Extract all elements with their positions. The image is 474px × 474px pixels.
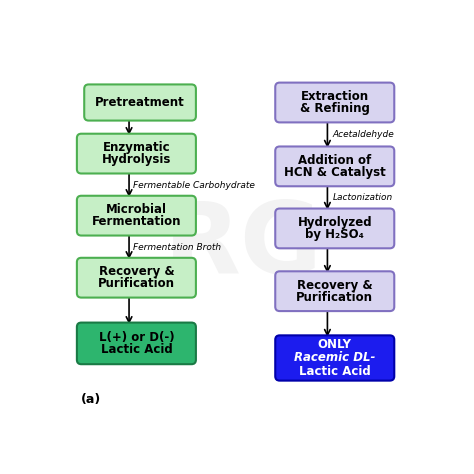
Text: Pretreatment: Pretreatment xyxy=(95,96,185,109)
Text: Fermentable Carbohydrate: Fermentable Carbohydrate xyxy=(133,181,255,190)
Text: RG: RG xyxy=(164,198,322,295)
Text: Extraction: Extraction xyxy=(301,90,369,103)
Text: Recovery &: Recovery & xyxy=(297,279,373,292)
Text: Recovery &: Recovery & xyxy=(99,265,174,278)
Text: Fermentation: Fermentation xyxy=(91,215,181,228)
Text: Hydrolyzed: Hydrolyzed xyxy=(298,216,372,229)
FancyBboxPatch shape xyxy=(275,209,394,248)
Text: Addition of: Addition of xyxy=(298,154,372,167)
Text: Fermentation Broth: Fermentation Broth xyxy=(133,243,221,252)
FancyBboxPatch shape xyxy=(77,323,196,364)
Text: Lactonization: Lactonization xyxy=(333,193,393,202)
Text: Lactic Acid: Lactic Acid xyxy=(100,343,172,356)
Text: L(+) or D(-): L(+) or D(-) xyxy=(99,331,174,344)
FancyBboxPatch shape xyxy=(275,82,394,122)
Text: (a): (a) xyxy=(82,393,101,407)
FancyBboxPatch shape xyxy=(77,134,196,173)
FancyBboxPatch shape xyxy=(84,84,196,120)
FancyBboxPatch shape xyxy=(275,271,394,311)
Text: Hydrolysis: Hydrolysis xyxy=(102,153,171,166)
Text: ONLY: ONLY xyxy=(318,337,352,351)
Text: HCN & Catalyst: HCN & Catalyst xyxy=(284,166,386,179)
Text: Purification: Purification xyxy=(296,291,373,303)
Text: Racemic DL-: Racemic DL- xyxy=(294,352,375,365)
Text: Lactic Acid: Lactic Acid xyxy=(299,365,371,378)
Text: by H₂SO₄: by H₂SO₄ xyxy=(305,228,364,241)
Text: Microbial: Microbial xyxy=(106,203,167,216)
FancyBboxPatch shape xyxy=(77,196,196,236)
Text: Acetaldehyde: Acetaldehyde xyxy=(333,130,395,139)
Text: Enzymatic: Enzymatic xyxy=(102,141,170,154)
FancyBboxPatch shape xyxy=(275,146,394,186)
Text: & Refining: & Refining xyxy=(300,102,370,115)
Text: Purification: Purification xyxy=(98,277,175,290)
FancyBboxPatch shape xyxy=(275,336,394,381)
FancyBboxPatch shape xyxy=(77,258,196,298)
